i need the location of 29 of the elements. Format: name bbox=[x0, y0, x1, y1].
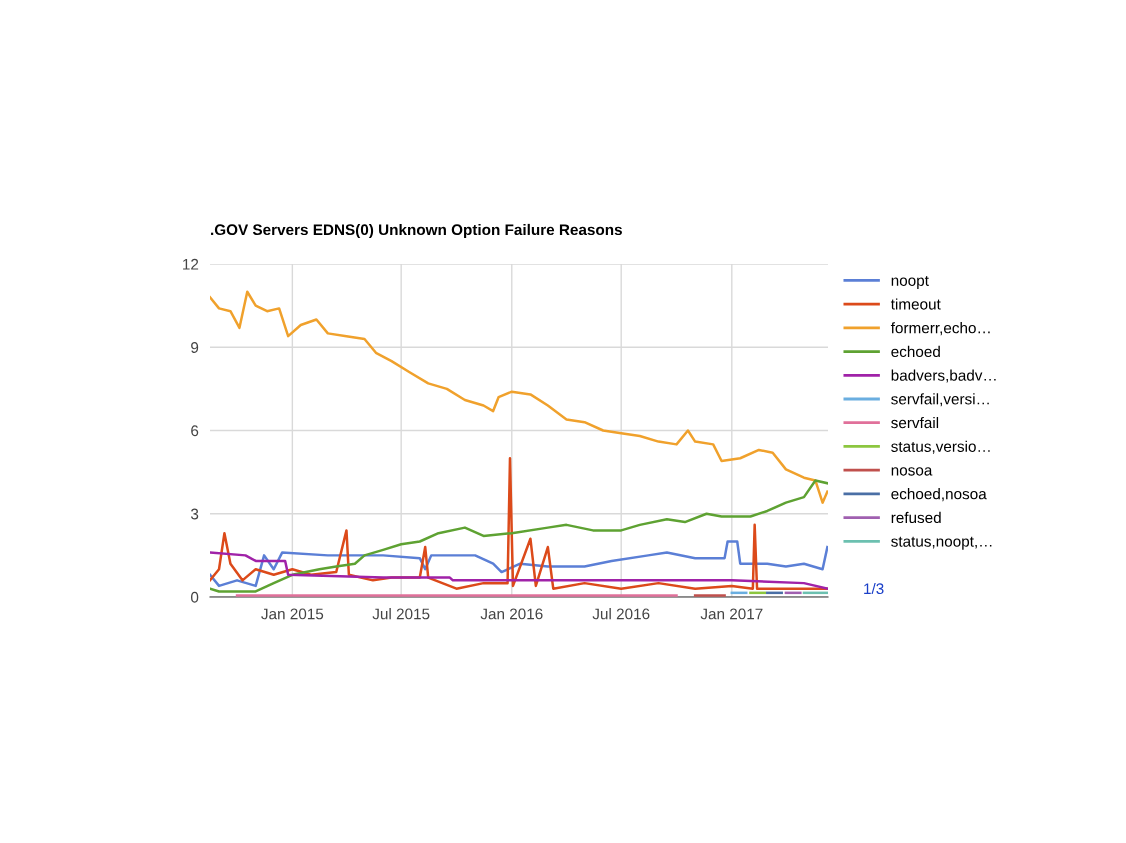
line-series bbox=[210, 290, 828, 504]
x-tick-label: Jan 2015 bbox=[261, 608, 324, 620]
legend-label: echoed,nosoa bbox=[891, 488, 987, 502]
y-tick-label: 12 bbox=[183, 258, 199, 270]
y-tick-label: 3 bbox=[190, 508, 199, 520]
chart-title: .GOV Servers EDNS(0) Unknown Option Failure Reasons bbox=[211, 223, 622, 239]
legend-label: badvers,badv… bbox=[891, 369, 996, 383]
legend-label: echoed bbox=[891, 345, 940, 358]
legend-label: status,noopt,… bbox=[891, 536, 992, 550]
legend-label: status,versio… bbox=[891, 440, 990, 454]
line-series bbox=[210, 457, 828, 590]
legend-label: nosoa bbox=[891, 467, 933, 476]
x-tick-label: Jul 2016 bbox=[592, 608, 650, 620]
x-tick-label: Jan 2017 bbox=[700, 608, 763, 620]
x-tick-label: Jul 2015 bbox=[372, 608, 430, 620]
y-tick-label: 9 bbox=[191, 342, 199, 353]
text: 1/3 bbox=[864, 582, 884, 595]
legend-label: formerr,echo… bbox=[890, 322, 990, 336]
legend-label: servfail bbox=[891, 416, 939, 429]
legend-label: noopt bbox=[891, 275, 929, 289]
x-tick-label: Jan 2016 bbox=[480, 608, 543, 620]
y-tick-label: 0 bbox=[190, 591, 199, 603]
line-series bbox=[210, 551, 828, 590]
y-tick-label: 6 bbox=[191, 425, 199, 437]
legend-label: refused bbox=[891, 511, 941, 524]
legend-label: servfail,versi… bbox=[891, 393, 989, 407]
legend-label: timeout bbox=[890, 298, 941, 310]
line-series bbox=[210, 479, 828, 593]
line-series bbox=[210, 540, 828, 588]
